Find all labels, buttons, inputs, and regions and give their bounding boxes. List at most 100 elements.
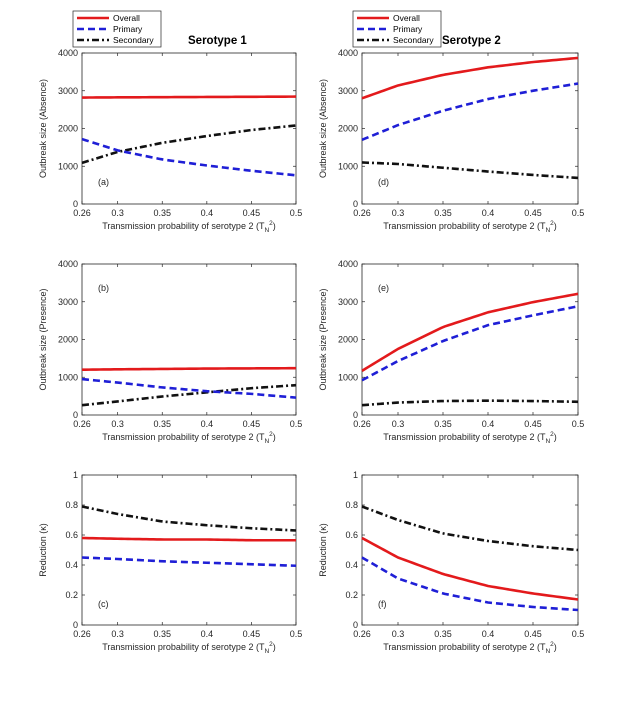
- series-line-secondary: [81, 505, 297, 532]
- x-tick-label: 0.4: [201, 208, 214, 218]
- y-tick-label: 0.2: [345, 590, 358, 600]
- chart-panel-a: 0.26 0.3 0.35 0.4 0.45 0.5 0 1000 2000 3000 4000 Tr…: [38, 10, 303, 234]
- x-tick-label: 0.26: [73, 629, 91, 639]
- chart-panel-b: 0.26 0.3 0.35 0.4 0.45 0.5 0 1000 2000 3000 4000 Tr…: [38, 259, 302, 445]
- y-tick-label: 2000: [58, 335, 78, 345]
- y-tick-label: 0.6: [65, 530, 78, 540]
- panel-label: (d): [378, 177, 389, 187]
- x-axis-label: Transmission probability of serotype 2 (…: [383, 220, 557, 234]
- panel-label: (e): [378, 283, 389, 293]
- plot-area: [81, 263, 297, 416]
- y-axis-label: Reduction (κ): [318, 523, 328, 577]
- y-tick-label: 4000: [338, 48, 358, 58]
- x-tick-label: 0.35: [153, 419, 171, 429]
- x-tick-label: 0.35: [153, 629, 171, 639]
- x-tick-label: 0.4: [201, 419, 214, 429]
- series-line-secondary: [361, 505, 579, 552]
- x-tick-label: 0.35: [434, 629, 452, 639]
- y-tick-label: 1000: [338, 161, 358, 171]
- plot-area: [361, 474, 579, 626]
- x-tick-label: 0.4: [482, 419, 495, 429]
- y-tick-label: 0: [73, 199, 78, 209]
- chart-panel-c: 0.26 0.3 0.35 0.4 0.45 0.5 0 0.2 0.4 0.6 0.8 1 Trans…: [38, 470, 302, 655]
- y-axis-label: Outbreak size (Absence): [318, 79, 328, 178]
- panel-label: (f): [378, 599, 387, 609]
- series-line-secondary: [81, 383, 297, 407]
- legend-label: Secondary: [113, 35, 154, 45]
- y-tick-label: 4000: [58, 259, 78, 269]
- x-tick-label: 0.26: [353, 419, 371, 429]
- legend-label: Overall: [393, 13, 420, 23]
- legend-label: Secondary: [393, 35, 434, 45]
- chart-panel-f: 0.26 0.3 0.35 0.4 0.45 0.5 0 0.2 0.4 0.6 0.8 1 Trans…: [318, 470, 584, 655]
- series-line-overall: [361, 56, 579, 100]
- x-axis-label: Transmission probability of serotype 2 (…: [102, 431, 276, 445]
- series-line-secondary: [361, 399, 579, 407]
- y-tick-label: 2000: [338, 335, 358, 345]
- y-tick-label: 1: [73, 470, 78, 480]
- y-tick-label: 3000: [338, 297, 358, 307]
- y-tick-label: 0.4: [345, 560, 358, 570]
- x-tick-label: 0.35: [434, 208, 452, 218]
- series-line-primary: [81, 556, 297, 568]
- y-tick-label: 0: [353, 410, 358, 420]
- x-axis-label: Transmission probability of serotype 2 (…: [383, 641, 557, 655]
- x-tick-label: 0.35: [434, 419, 452, 429]
- plot-area: [361, 52, 579, 205]
- series-line-overall: [81, 366, 297, 371]
- y-tick-label: 3000: [338, 86, 358, 96]
- y-tick-label: 0.6: [345, 530, 358, 540]
- y-tick-label: 4000: [338, 259, 358, 269]
- x-tick-label: 0.4: [201, 629, 214, 639]
- x-tick-label: 0.5: [572, 629, 585, 639]
- y-tick-label: 0.8: [65, 500, 78, 510]
- series-line-primary: [361, 82, 579, 142]
- x-tick-label: 0.45: [243, 419, 261, 429]
- series-line-secondary: [361, 161, 579, 180]
- series-line-overall: [81, 95, 297, 99]
- y-tick-label: 0: [353, 199, 358, 209]
- x-tick-label: 0.4: [482, 208, 495, 218]
- x-tick-label: 0.3: [111, 629, 124, 639]
- series-line-overall: [361, 292, 579, 372]
- chart-panel-e: 0.26 0.3 0.35 0.4 0.45 0.5 0 1000 2000 3000 4000 Tr…: [318, 259, 584, 445]
- panel-label: (b): [98, 283, 109, 293]
- series-line-overall: [361, 536, 579, 601]
- y-tick-label: 0: [73, 620, 78, 630]
- x-axis-label: Transmission probability of serotype 2 (…: [383, 431, 557, 445]
- x-tick-label: 0.35: [153, 208, 171, 218]
- x-tick-label: 0.5: [290, 419, 303, 429]
- y-tick-label: 0.4: [65, 560, 78, 570]
- legend-label: Primary: [393, 24, 423, 34]
- x-axis-label: Transmission probability of serotype 2 (…: [102, 220, 276, 234]
- x-tick-label: 0.3: [111, 208, 124, 218]
- series-line-overall: [81, 536, 296, 542]
- y-tick-label: 3000: [58, 297, 78, 307]
- x-tick-label: 0.3: [392, 419, 405, 429]
- y-tick-label: 4000: [58, 48, 78, 58]
- x-axis-label: Transmission probability of serotype 2 (…: [102, 641, 276, 655]
- legend-label: Overall: [113, 13, 140, 23]
- series-line-secondary: [81, 124, 297, 165]
- legend-label: Primary: [113, 24, 143, 34]
- x-tick-label: 0.5: [572, 208, 585, 218]
- series-line-primary: [81, 137, 297, 177]
- series-line-primary: [81, 377, 297, 399]
- x-tick-label: 0.26: [353, 208, 371, 218]
- series-line-primary: [361, 556, 579, 612]
- panel-label: (c): [98, 599, 109, 609]
- panel-label: (a): [98, 177, 109, 187]
- x-tick-label: 0.3: [392, 629, 405, 639]
- x-tick-label: 0.5: [290, 208, 303, 218]
- x-tick-label: 0.5: [572, 419, 585, 429]
- x-tick-label: 0.45: [524, 419, 542, 429]
- y-tick-label: 0.2: [65, 590, 78, 600]
- series-line-primary: [361, 305, 579, 382]
- y-tick-label: 2000: [338, 124, 358, 134]
- y-tick-label: 3000: [58, 86, 78, 96]
- x-tick-label: 0.45: [243, 208, 261, 218]
- chart-title: Serotype 2: [442, 35, 501, 47]
- y-tick-label: 2000: [58, 124, 78, 134]
